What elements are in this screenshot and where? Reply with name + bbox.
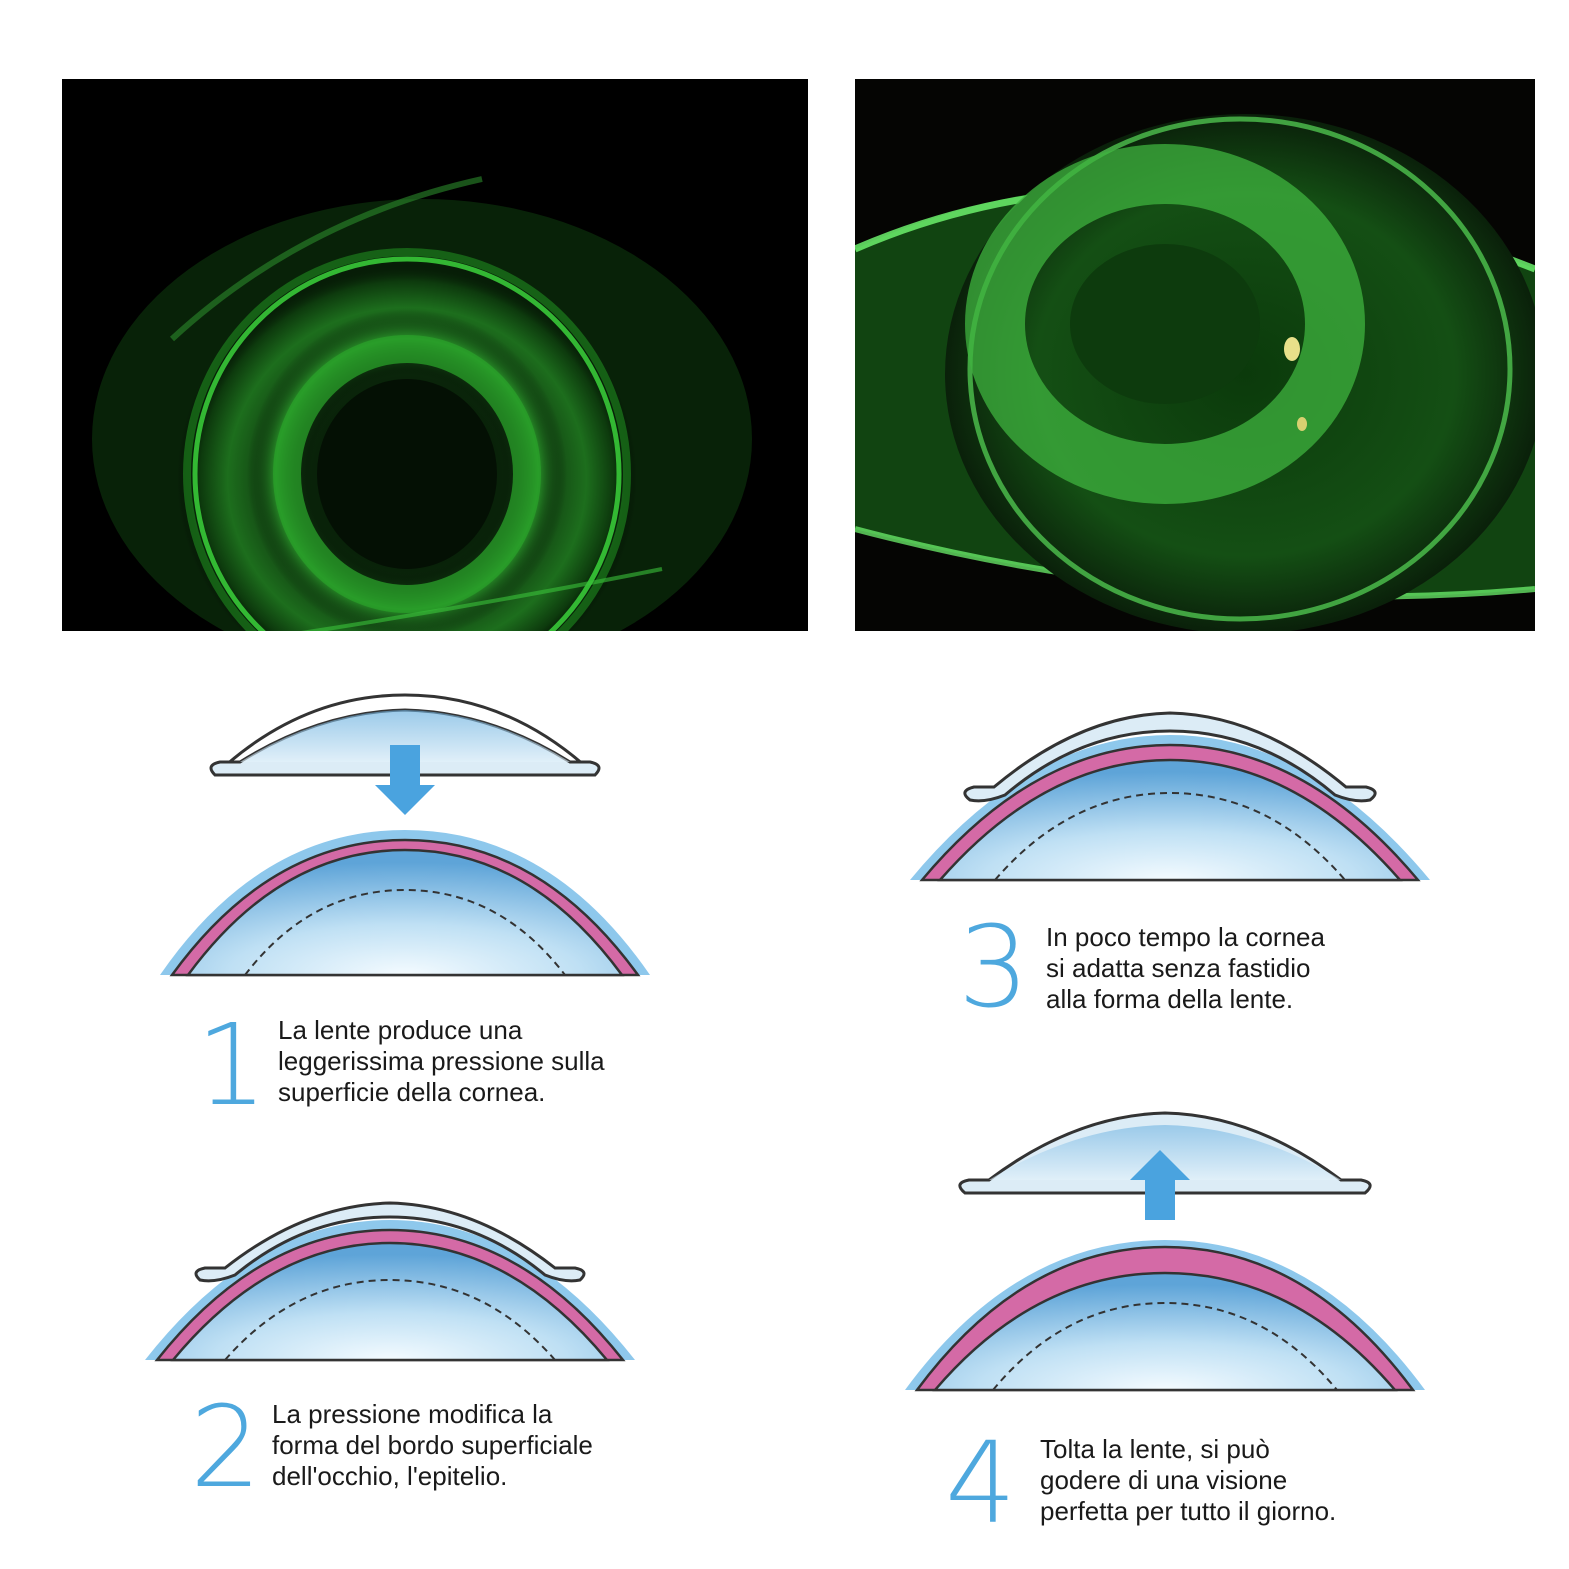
step-text-3: In poco tempo la cornea si adatta senza … <box>1046 922 1325 1014</box>
fluorescein-photo-right <box>855 79 1535 631</box>
eye-fluorescein-lens-icon <box>855 79 1535 631</box>
diagram-step-1 <box>160 690 650 980</box>
step-number-1: 1 <box>196 1001 268 1131</box>
step-text-1: La lente produce una leggerissima pressi… <box>278 1015 605 1107</box>
step-text-4: Tolta la lente, si può godere di una vis… <box>1040 1434 1337 1526</box>
contact-lens <box>963 711 1377 803</box>
fluorescein-photo-left <box>62 79 808 631</box>
diagram-step-4 <box>905 1105 1425 1395</box>
step-text-2: La pressione modifica la forma del bordo… <box>272 1399 593 1491</box>
step-number-3: 3 <box>958 903 1030 1033</box>
cornea <box>185 848 625 977</box>
arrow-down-icon <box>375 745 435 815</box>
arrow-up-icon <box>1130 1150 1190 1220</box>
eye-fluorescein-lens-icon <box>62 79 808 631</box>
step-number-4: 4 <box>945 1419 1017 1549</box>
diagram-step-3 <box>910 705 1430 885</box>
contact-lens <box>194 1201 586 1283</box>
step-number-2: 2 <box>190 1383 262 1513</box>
diagram-step-2 <box>145 1195 635 1365</box>
